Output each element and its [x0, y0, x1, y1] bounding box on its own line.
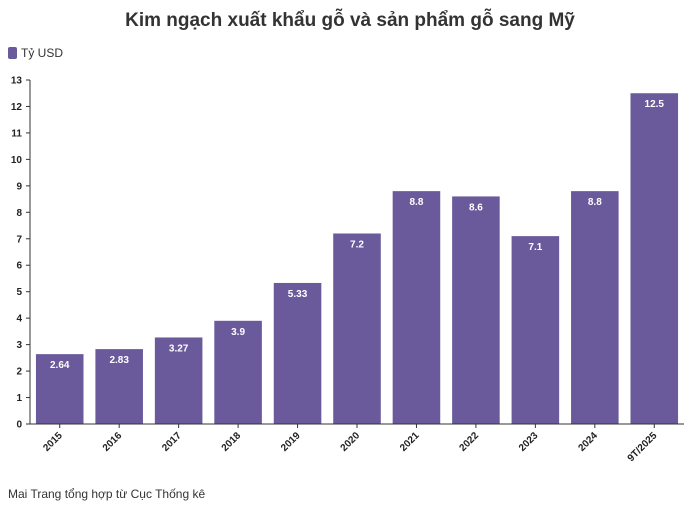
- bar-2023: [511, 236, 560, 424]
- y-tick-label: 10: [11, 155, 23, 166]
- bar-2024: [571, 191, 619, 424]
- x-tick-label: 9T/2025: [626, 430, 660, 464]
- y-tick-label: 2: [16, 367, 22, 378]
- bar-2019: [273, 282, 322, 424]
- bar-2020: [333, 233, 381, 424]
- chart-title: Kim ngạch xuất khẩu gỗ và sản phẩm gỗ sa…: [125, 10, 575, 31]
- bar-2016: [95, 349, 143, 424]
- data-label: 3.9: [231, 327, 245, 338]
- bar-2017: [154, 337, 203, 424]
- x-tick-label: 2022: [458, 430, 482, 454]
- legend-swatch: [8, 47, 17, 59]
- data-label: 8.8: [588, 197, 602, 208]
- x-tick-label: 2019: [279, 430, 303, 454]
- data-label: 7.2: [350, 239, 364, 250]
- data-label: 5.33: [288, 289, 308, 300]
- y-tick-label: 13: [11, 76, 23, 87]
- y-tick-label: 8: [16, 208, 22, 219]
- legend-label: Tỷ USD: [21, 46, 63, 60]
- y-tick-label: 4: [16, 314, 22, 325]
- data-label: 8.8: [410, 197, 424, 208]
- y-tick-label: 5: [16, 287, 22, 298]
- x-tick-label: 2024: [576, 430, 600, 454]
- x-tick-label: 2017: [160, 430, 184, 454]
- x-tick-label: 2020: [339, 430, 363, 454]
- y-tick-label: 9: [16, 181, 22, 192]
- bar-2018: [214, 320, 262, 424]
- data-label: 2.83: [109, 355, 129, 366]
- bar-9T/2025: [630, 93, 679, 424]
- x-axis: 2015 2016 2017 2018 2019 2020 2021 2022 2023 2024…: [30, 423, 684, 464]
- x-tick-label: 2015: [41, 430, 65, 454]
- x-tick-label: 2018: [220, 430, 244, 454]
- bar-2022: [452, 196, 500, 424]
- data-label: 3.27: [169, 343, 189, 354]
- source-note: Mai Trang tổng hợp từ Cục Thống kê: [8, 487, 206, 501]
- y-tick-label: 1: [16, 393, 22, 404]
- y-tick-label: 6: [16, 261, 22, 272]
- bar-2021: [392, 191, 441, 424]
- data-label: 2.64: [50, 360, 70, 371]
- data-label: 8.6: [469, 202, 483, 213]
- x-tick-label: 2021: [398, 430, 422, 454]
- legend: Tỷ USD: [8, 46, 63, 60]
- y-tick-label: 12: [11, 102, 23, 113]
- y-tick-label: 7: [16, 234, 22, 245]
- bars: 2.64 2.83 3.27 3.9 5.33 7.2 8.8 8.6 7.1 8.8 12.5: [35, 93, 679, 424]
- data-label: 12.5: [645, 99, 665, 110]
- bar-2015: [35, 354, 84, 424]
- y-tick-label: 0: [16, 420, 22, 431]
- y-tick-label: 3: [16, 340, 22, 351]
- y-tick-label: 11: [11, 128, 22, 139]
- x-tick-label: 2023: [517, 430, 541, 454]
- x-tick-label: 2016: [101, 430, 125, 454]
- data-label: 7.1: [528, 242, 542, 253]
